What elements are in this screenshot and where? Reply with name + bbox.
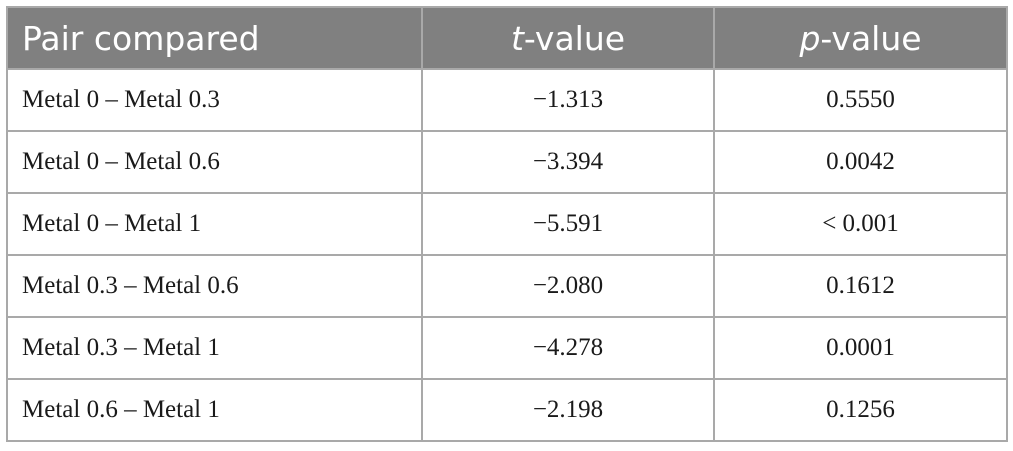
table-body: Metal 0 – Metal 0.3 −1.313 0.5550 Metal 0 –… — [6, 68, 1008, 442]
table-row: Metal 0 – Metal 0.3 −1.313 0.5550 — [6, 68, 1008, 132]
header-cell: t-value — [421, 7, 714, 69]
table-cell: 0.0042 — [713, 130, 1008, 194]
table-cell: −2.198 — [421, 378, 715, 442]
table-cell: 0.0001 — [713, 316, 1008, 380]
results-table: Pair compared t-value p-value Metal 0 – … — [6, 6, 1008, 442]
table-cell: 0.5550 — [713, 68, 1008, 132]
table-cell: −3.394 — [421, 130, 715, 194]
table-cell: Metal 0.6 – Metal 1 — [6, 378, 423, 442]
table-cell: Metal 0 – Metal 0.6 — [6, 130, 423, 194]
table-cell: < 0.001 — [713, 192, 1008, 256]
header-cell: p-value — [713, 7, 1007, 69]
table-row: Metal 0.6 – Metal 1 −2.198 0.1256 — [6, 378, 1008, 442]
table-cell: −2.080 — [421, 254, 715, 318]
header-text: -value — [523, 18, 626, 58]
table-cell: 0.1256 — [713, 378, 1008, 442]
table-row: Metal 0.3 – Metal 1 −4.278 0.0001 — [6, 316, 1008, 380]
header-row: Pair compared t-value p-value — [7, 7, 1007, 69]
table-cell: Metal 0.3 – Metal 0.6 — [6, 254, 423, 318]
header-italic: p — [799, 18, 821, 58]
table-row: Metal 0 – Metal 1 −5.591 < 0.001 — [6, 192, 1008, 256]
table-cell: −4.278 — [421, 316, 715, 380]
table-cell: 0.1612 — [713, 254, 1008, 318]
header-text: -value — [820, 18, 922, 58]
table-row: Metal 0.3 – Metal 0.6 −2.080 0.1612 — [6, 254, 1008, 318]
table-cell: Metal 0 – Metal 0.3 — [6, 68, 423, 132]
header-italic: t — [510, 18, 524, 58]
table-cell: −1.313 — [421, 68, 715, 132]
table-cell: Metal 0 – Metal 1 — [6, 192, 423, 256]
table-cell: −5.591 — [421, 192, 715, 256]
table-cell: Metal 0.3 – Metal 1 — [6, 316, 423, 380]
table-row: Metal 0 – Metal 0.6 −3.394 0.0042 — [6, 130, 1008, 194]
header-cell: Pair compared — [7, 7, 422, 69]
